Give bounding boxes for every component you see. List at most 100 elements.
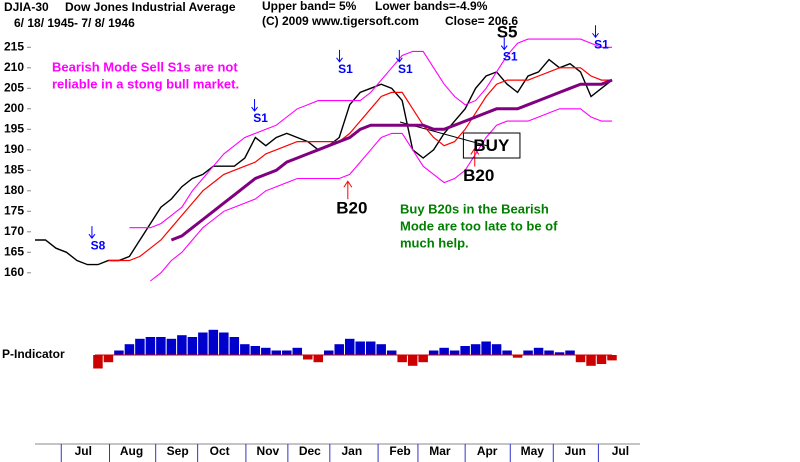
indicator-bar bbox=[177, 335, 187, 355]
x-tick-label: Dec bbox=[299, 444, 321, 458]
indicator-bar bbox=[240, 344, 250, 355]
indicator-bar bbox=[303, 355, 313, 360]
y-tick-label: 210 bbox=[4, 60, 24, 74]
sell-arrow bbox=[395, 49, 403, 63]
indicator-bar bbox=[397, 355, 407, 363]
x-tick-label: Aug bbox=[120, 444, 143, 458]
indicator-bar bbox=[376, 344, 386, 355]
series-line bbox=[108, 67, 612, 262]
y-tick-label: 190 bbox=[4, 142, 24, 156]
indicator-bar bbox=[575, 355, 586, 363]
x-tick-label: Jul bbox=[75, 444, 92, 458]
indicator-bar bbox=[565, 350, 575, 355]
y-tick-label: 200 bbox=[4, 101, 24, 115]
indicator-bar bbox=[355, 341, 365, 355]
y-tick-label: 215 bbox=[4, 39, 24, 53]
indicator-bar bbox=[145, 337, 156, 355]
indicator-bar bbox=[344, 338, 355, 355]
indicator-bar bbox=[512, 355, 523, 358]
indicator-bar bbox=[365, 341, 376, 355]
indicator-bar bbox=[187, 337, 198, 355]
sell-arrow bbox=[251, 99, 258, 112]
indicator-bar bbox=[533, 347, 544, 355]
x-tick-label: Feb bbox=[389, 444, 410, 458]
buy-arrow bbox=[470, 147, 480, 167]
indicator-bar bbox=[491, 344, 502, 355]
signal-box bbox=[462, 132, 521, 159]
signal-label: S1 bbox=[398, 62, 413, 76]
signal-label: B20 bbox=[336, 199, 367, 218]
series-line bbox=[129, 38, 612, 229]
x-tick-label: Jan bbox=[341, 444, 362, 458]
x-tick-label: May bbox=[521, 444, 545, 458]
x-tick-label: Nov bbox=[257, 444, 280, 458]
series-line bbox=[170, 78, 613, 242]
indicator-bar bbox=[544, 350, 554, 355]
x-tick-label: Jun bbox=[565, 444, 586, 458]
indicator-bar bbox=[470, 344, 481, 355]
indicator-title: P-Indicator bbox=[2, 347, 65, 361]
indicator-bar bbox=[282, 350, 292, 355]
indicator-bar bbox=[135, 338, 145, 355]
indicator-bar bbox=[428, 350, 439, 355]
indicator-bar bbox=[93, 355, 103, 369]
buy-arrow bbox=[343, 180, 353, 200]
note-line: Buy B20s in the Bearish bbox=[400, 201, 549, 216]
signal-label: S5 bbox=[497, 22, 518, 41]
upper-band-label: Upper band= 5% bbox=[262, 0, 357, 13]
indicator-bar bbox=[271, 350, 282, 355]
indicator-bar bbox=[313, 355, 323, 363]
indicator-bar bbox=[166, 338, 177, 355]
indicator-bar bbox=[292, 347, 303, 355]
sell-arrow bbox=[500, 37, 508, 51]
indicator-bar bbox=[156, 337, 166, 355]
indicator-bar bbox=[229, 337, 240, 355]
chart-title: Dow Jones Industrial Average bbox=[65, 0, 236, 14]
indicator-bar bbox=[386, 350, 397, 355]
indicator-bar bbox=[439, 347, 449, 355]
indicator-bar bbox=[250, 346, 261, 355]
note-line: Bearish Mode Sell S1s are not bbox=[52, 59, 238, 74]
signal-label: B20 bbox=[463, 166, 494, 185]
indicator-bar bbox=[449, 350, 460, 355]
indicator-bar bbox=[324, 350, 334, 355]
subtitle: 6/ 18/ 1945- 7/ 8/ 1946 bbox=[14, 16, 135, 30]
indicator-bar bbox=[219, 332, 229, 355]
x-tick-label: Sep bbox=[167, 444, 189, 458]
x-tick-label: Oct bbox=[210, 444, 230, 458]
ticker: DJIA-30 bbox=[4, 0, 49, 14]
sell-arrow bbox=[592, 25, 599, 39]
y-tick-label: 195 bbox=[4, 121, 24, 135]
y-tick-label: 205 bbox=[4, 80, 24, 94]
indicator-bar bbox=[198, 332, 208, 355]
indicator-bar bbox=[481, 341, 491, 355]
y-tick-label: 185 bbox=[4, 162, 24, 176]
indicator-bar bbox=[607, 355, 617, 361]
indicator-bar bbox=[114, 350, 124, 355]
y-tick-label: 165 bbox=[4, 244, 24, 258]
indicator-bar bbox=[418, 355, 428, 363]
indicator-bar bbox=[407, 355, 418, 366]
x-tick-label: Mar bbox=[429, 444, 451, 458]
close-label: Close= 206.6 bbox=[445, 14, 518, 28]
sell-arrow bbox=[88, 226, 96, 239]
copyright: (C) 2009 www.tigersoft.com bbox=[262, 14, 419, 28]
indicator-bar bbox=[502, 350, 512, 355]
note-line: much help. bbox=[400, 235, 469, 250]
note-line: reliable in a stong bull market. bbox=[52, 76, 239, 91]
signal-label: BUY bbox=[473, 136, 510, 155]
indicator-bar bbox=[523, 350, 533, 355]
indicator-bar bbox=[261, 347, 271, 355]
signal-label: S1 bbox=[253, 111, 268, 125]
series-line bbox=[150, 108, 612, 282]
y-tick-label: 170 bbox=[4, 224, 24, 238]
signal-label: S1 bbox=[503, 50, 518, 64]
indicator-bar bbox=[334, 344, 344, 355]
signal-label: S1 bbox=[338, 62, 353, 76]
indicator-bar bbox=[460, 346, 470, 355]
indicator-bar bbox=[596, 355, 607, 364]
note-line: Mode are too late to be of bbox=[400, 218, 558, 233]
indicator-bar bbox=[554, 352, 565, 355]
x-tick-label: Jul bbox=[612, 444, 629, 458]
